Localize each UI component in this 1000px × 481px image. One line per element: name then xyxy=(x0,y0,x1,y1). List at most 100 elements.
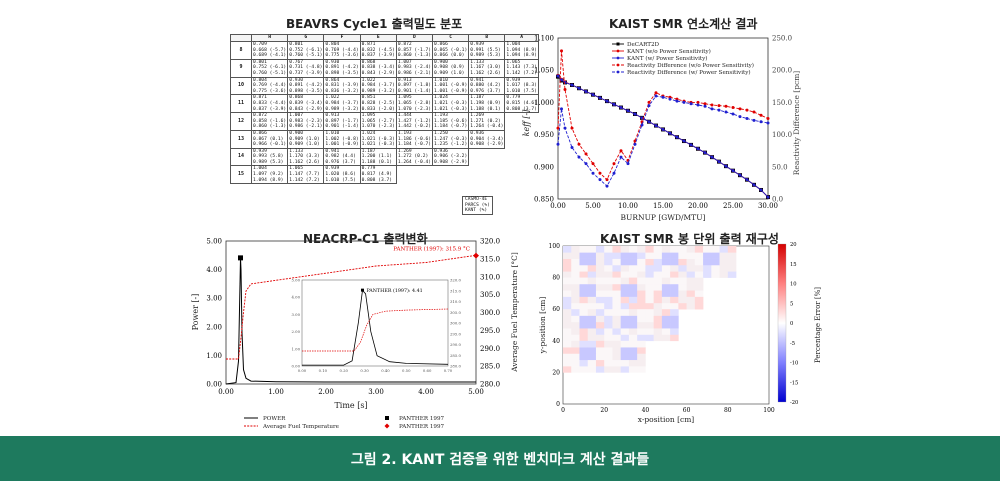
heatmap-cell xyxy=(637,246,646,253)
kant-value: 0.898 (-3.5) xyxy=(325,70,359,76)
x-tick-label: 0.00 xyxy=(550,202,566,210)
legend-marker xyxy=(616,49,620,53)
table-cell xyxy=(469,166,505,184)
heatmap-cell xyxy=(620,271,630,278)
heatmap-cell xyxy=(653,283,663,291)
y2-tick-label: 300.0 xyxy=(480,309,500,317)
kant-value: 0.866 (0.0) xyxy=(434,53,465,59)
inset-x-tick: 0.70 xyxy=(444,368,453,373)
heatmap-cell xyxy=(661,277,671,285)
kant-value: 0.775 (-3.6) xyxy=(325,53,359,59)
heatmap-cell xyxy=(703,264,712,272)
heatmap-cell xyxy=(571,340,580,348)
heatmap-cell xyxy=(620,340,630,348)
reference-value: 1.010 xyxy=(434,77,448,83)
heatmap-cell xyxy=(653,246,663,253)
heatmap-cell xyxy=(612,246,621,253)
kant-value: 1.094 (8.9) xyxy=(253,177,284,183)
colorbar-tick-label: 20 xyxy=(790,242,797,248)
y-tick-label: 40 xyxy=(552,338,560,345)
x-tick-label: 60 xyxy=(683,407,691,414)
heatmap-cell xyxy=(637,340,646,348)
data-point xyxy=(689,143,693,147)
heatmap-cell xyxy=(653,264,663,272)
heatmap-cell xyxy=(653,309,663,316)
parcs-value: 1.200 (1.1) xyxy=(361,154,393,160)
data-point xyxy=(717,108,721,112)
data-point xyxy=(696,147,700,151)
parcs-value: 1.065 (-2.7) xyxy=(361,118,395,124)
table-cell: 0.872 0.857 (-1.7) 0.860 (-1.3) xyxy=(395,41,434,60)
kant-value: 0.966 (-0.1) xyxy=(253,142,287,148)
legend-label: PANTHER 1997 xyxy=(399,424,445,430)
heatmap-cell xyxy=(686,290,696,297)
reference-value: 0.941 xyxy=(470,77,485,83)
heatmap-cell xyxy=(670,258,679,266)
data-point xyxy=(560,49,563,53)
row-label: 11 xyxy=(230,94,252,114)
heatmap-cell xyxy=(604,315,613,323)
panther-temperature-marker xyxy=(473,252,479,259)
heatmap-cell xyxy=(670,290,679,297)
rod-x-label: x-position [cm] xyxy=(638,415,695,424)
legend-label: KANT (w/o Power Sensitivity) xyxy=(627,48,711,55)
heatmap-cell xyxy=(670,271,679,278)
heatmap-cell xyxy=(637,252,646,259)
data-point xyxy=(738,115,742,119)
legend-marker xyxy=(616,42,620,46)
kant-value: 0.836 (-3.2) xyxy=(325,88,359,94)
data-point xyxy=(654,91,658,95)
kant-value: 0.837 (-3.9) xyxy=(253,106,287,112)
table-cell: 0.868 0.838 (-3.4) 0.843 (-2.9) xyxy=(359,58,397,78)
heatmap-cell xyxy=(563,347,572,354)
heatmap-cell xyxy=(628,246,638,253)
heatmap-cell xyxy=(686,302,696,310)
reference-value: 0.851 xyxy=(361,95,376,101)
heatmap-cell xyxy=(694,302,704,310)
heatmap-cell xyxy=(645,246,654,253)
heatmap-cell xyxy=(628,315,638,323)
table-cell: 0.936 0.904 (-3.4) 0.908 (-2.9) xyxy=(468,129,506,149)
row-label: 15 xyxy=(230,165,252,185)
parcs-value: 0.668 (-5.7) xyxy=(253,47,287,53)
heatmap-cell xyxy=(628,258,638,266)
data-point xyxy=(682,139,686,143)
heatmap-cell xyxy=(604,264,613,272)
kant-value: 0.989 (-3.2) xyxy=(325,106,359,112)
heatmap-cell xyxy=(612,340,621,348)
table-row: 11 0.871 0.833 (-4.4) 0.837 (-3.9) 0.868 0.83… xyxy=(230,94,539,114)
table-cell xyxy=(469,148,505,166)
data-point xyxy=(675,99,679,103)
heatmap-cell xyxy=(686,246,696,253)
heatmap-cell xyxy=(686,296,696,304)
heatmap-cell xyxy=(563,264,572,272)
heatmap-cell xyxy=(678,302,687,310)
heatmap-cell xyxy=(694,277,704,285)
table-cell: 1.095 1.065 (-2.7) 1.070 (-2.3) xyxy=(359,112,397,131)
table-cell: 0.779 0.815 (4.6) 0.808 (3.7) xyxy=(504,94,539,114)
heatmap-cell xyxy=(612,366,621,373)
y-tick-label: 0.900 xyxy=(534,163,554,171)
heatmap-cell xyxy=(711,246,720,253)
reference-value: 1.007 xyxy=(397,59,412,65)
reference-value: 1.022 xyxy=(325,95,340,101)
reference-value: 1.024 xyxy=(361,130,376,136)
data-point xyxy=(647,100,651,104)
heatmap-cell xyxy=(637,277,646,285)
heatmap-cell xyxy=(628,283,638,291)
heatmap-cell xyxy=(661,271,671,278)
heatmap-cell xyxy=(637,290,646,297)
reference-value: 1.065 xyxy=(289,166,304,172)
column-header: C xyxy=(432,34,470,42)
heatmap-cell xyxy=(579,271,589,278)
panther-power-annotation: PANTHER (1997): 4.41 xyxy=(366,287,422,294)
heatmap-cell xyxy=(571,315,580,323)
table-cell: 1.004 1.097 (9.2) 1.094 (8.9) xyxy=(250,165,289,185)
colorbar-tick-label: -5 xyxy=(790,341,795,347)
heatmap-cell xyxy=(620,353,630,361)
heatmap-cell xyxy=(563,302,572,310)
neacrp-y2-label: Average Fuel Temperature [°C] xyxy=(510,252,519,373)
y-tick-label: 0 xyxy=(556,401,560,408)
inset-y2-tick: 320.0 xyxy=(450,278,461,283)
data-point xyxy=(752,110,756,114)
